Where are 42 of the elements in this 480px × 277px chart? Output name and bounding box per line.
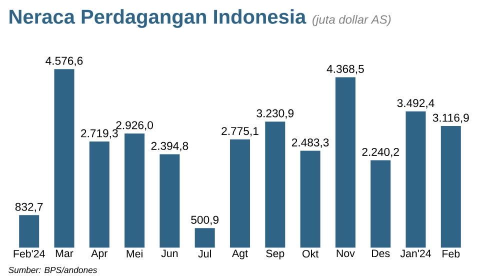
x-tick-label: Mar	[56, 250, 74, 258]
bar	[230, 139, 250, 248]
bar	[160, 154, 180, 248]
x-tick-label: Feb'24	[14, 250, 45, 258]
data-label: 3.492,4	[397, 99, 434, 108]
bar	[265, 122, 286, 248]
data-label: 3.116,9	[432, 114, 469, 124]
x-tick-label: Jan'24	[400, 250, 431, 258]
data-label: 2.483,3	[292, 138, 329, 148]
x-tick-label: Jul	[198, 250, 211, 258]
bar	[89, 142, 110, 248]
x-tick-label: Mei	[126, 250, 142, 258]
x-tick-label: Agt	[232, 250, 248, 260]
bar	[194, 228, 215, 248]
x-tick-label: Feb	[442, 250, 460, 258]
x-tick-label: Apr	[91, 250, 108, 260]
x-tick-label: Sep	[266, 250, 284, 260]
bar	[300, 150, 320, 248]
chart-title: Neraca Perdagangan Indonesia	[10, 9, 306, 28]
bar	[406, 111, 426, 248]
data-label: 4.368,5	[326, 64, 364, 74]
data-label: 2.240,2	[362, 148, 399, 158]
text: Sumber: BPS/andones	[8, 266, 98, 274]
bar	[335, 77, 356, 248]
bar	[124, 133, 145, 248]
bar	[19, 215, 40, 248]
data-label: 2.719,3	[81, 129, 118, 139]
x-tick-label: Des	[372, 250, 390, 258]
data-label: 500,9	[191, 216, 218, 226]
data-label: 2.775,1	[222, 127, 258, 136]
x-tick-label: Nov	[336, 250, 355, 258]
data-label: 4.576,6	[46, 56, 83, 66]
bar	[370, 160, 391, 248]
data-label: 832,7	[15, 202, 43, 212]
bar	[54, 69, 74, 248]
x-tick-label: Okt	[302, 250, 319, 258]
bar	[440, 126, 461, 248]
data-label: 2.926,0	[116, 121, 153, 131]
data-label: 2.394,8	[151, 142, 188, 152]
x-tick-label: Jun	[161, 250, 178, 258]
data-label: 3.230,9	[256, 109, 294, 119]
chart-subtitle: (juta dollar AS)	[312, 14, 391, 26]
